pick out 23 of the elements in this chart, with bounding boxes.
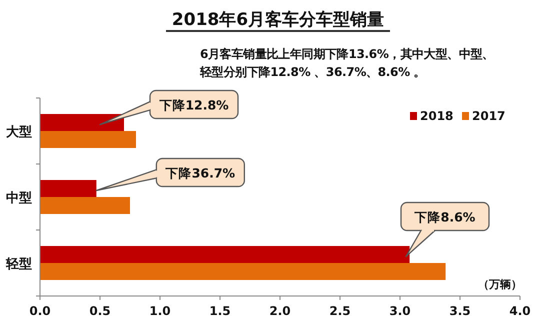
bar bbox=[40, 197, 130, 214]
legend-label: 2018 bbox=[420, 109, 454, 123]
x-tick-label: 4.0 bbox=[509, 304, 531, 318]
y-tick-label: 大型 bbox=[6, 125, 32, 140]
x-axis-title: （万辆） bbox=[478, 278, 522, 291]
x-tick-label: 3.5 bbox=[449, 304, 471, 318]
annotation: 下降36.7% bbox=[164, 166, 236, 180]
x-tick-label: 3.0 bbox=[389, 304, 411, 318]
x-tick-label: 1.0 bbox=[149, 304, 171, 318]
annotation: 下降8.6% bbox=[414, 210, 476, 224]
x-tick-label: 2.0 bbox=[269, 304, 291, 318]
chart-title: 2018年6月客车分车型销量 bbox=[166, 10, 390, 32]
x-tick-label: 0.0 bbox=[29, 304, 51, 318]
x-tick-label: 2.5 bbox=[329, 304, 351, 318]
annotation: 下降12.8% bbox=[158, 98, 230, 112]
x-tick-label: 1.5 bbox=[209, 304, 231, 318]
legend-label: 2017 bbox=[472, 109, 506, 123]
bar bbox=[40, 263, 446, 280]
x-tick-label: 0.5 bbox=[89, 304, 111, 318]
bar bbox=[40, 131, 136, 148]
chart-subtitle: 6月客车销量比上年同期下降13.6%，其中大型、中型、轻型分别下降12.8% 、36.7%、8.6% 。 bbox=[200, 46, 495, 81]
y-tick-label: 轻型 bbox=[5, 257, 32, 272]
y-tick-label: 中型 bbox=[6, 191, 32, 206]
